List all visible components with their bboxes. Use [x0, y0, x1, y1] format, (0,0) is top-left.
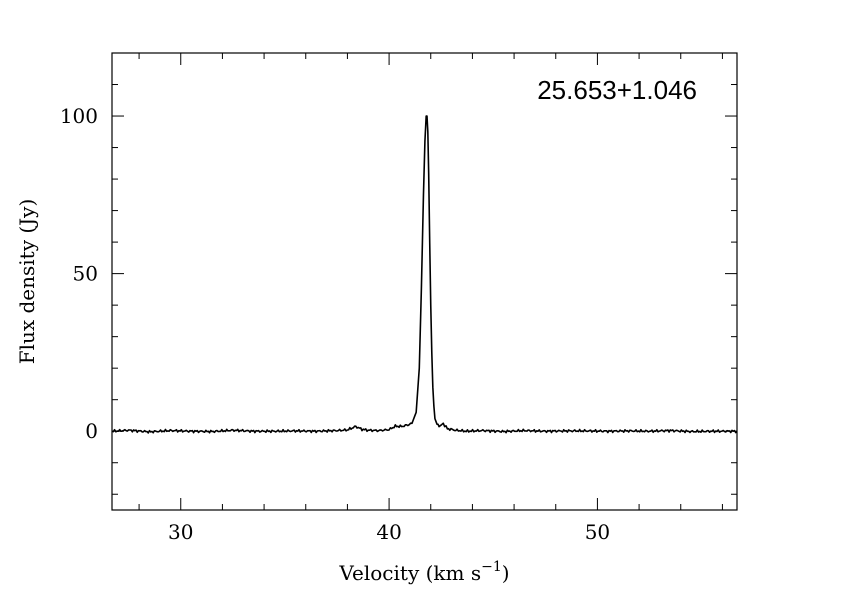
y-tick-label: 50: [73, 262, 98, 286]
y-tick-label: 0: [85, 419, 98, 443]
spectrum-line: [111, 115, 738, 434]
x-tick-label: 50: [585, 520, 610, 544]
plot-area: 30 40 50 0 50 100: [60, 52, 738, 544]
x-axis-label-superscript: −1: [481, 559, 502, 575]
y-axis-label: Flux density (Jy): [15, 199, 39, 365]
y-tick-label: 100: [60, 104, 98, 128]
source-label: 25.653+1.046: [537, 75, 697, 105]
x-tick-label: 30: [168, 520, 193, 544]
plot-frame: [111, 52, 738, 511]
x-axis-label: Velocity (km s−1): [338, 559, 509, 585]
x-tick-label: 40: [376, 520, 401, 544]
